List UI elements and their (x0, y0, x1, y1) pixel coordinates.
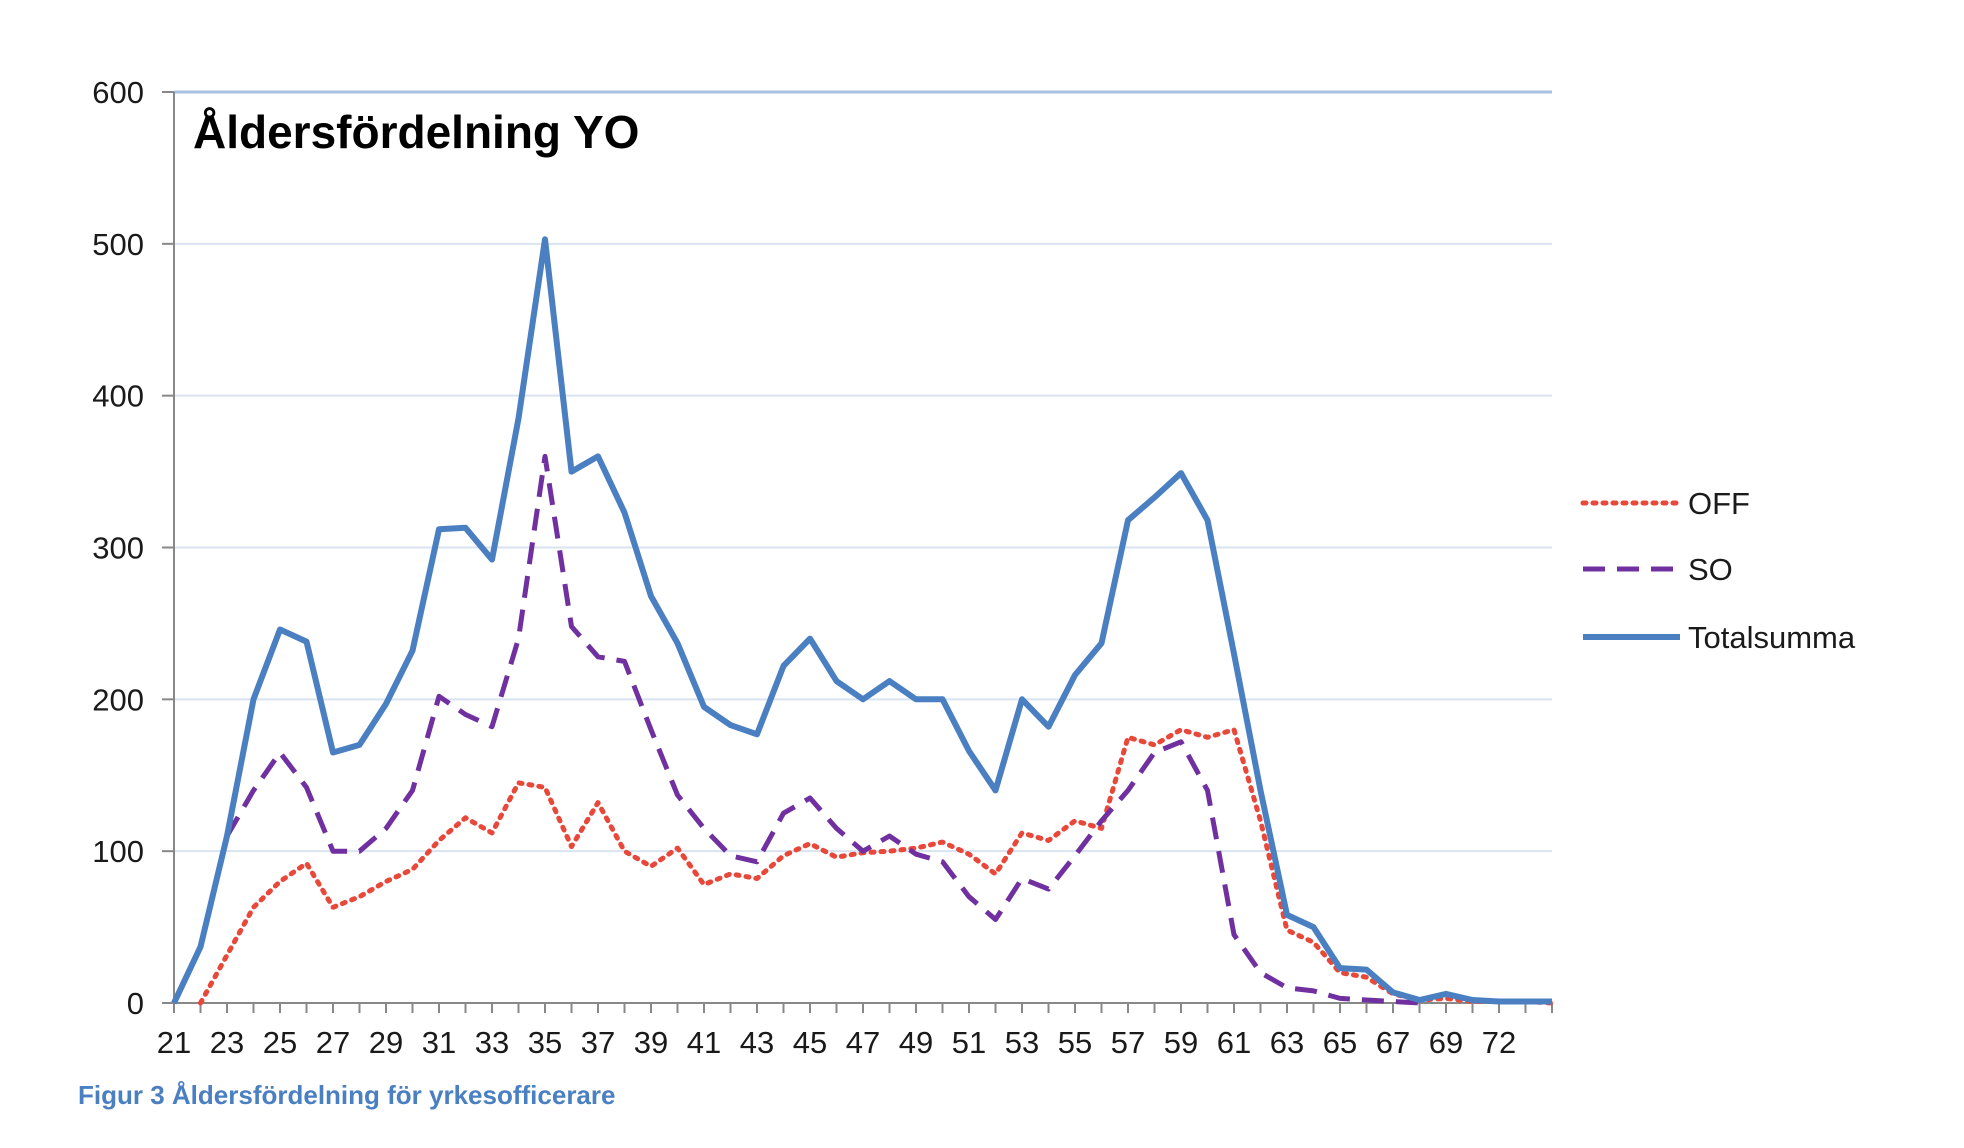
legend-label-so: SO (1688, 552, 1733, 587)
x-tick-label: 72 (1482, 1025, 1516, 1060)
x-tick-label: 49 (899, 1025, 933, 1060)
series-line-off (198, 727, 1555, 1006)
y-tick-label: 0 (127, 986, 144, 1021)
x-tick-label: 29 (369, 1025, 403, 1060)
legend-label-totalsumma: Totalsumma (1688, 620, 1856, 655)
x-axis-ticks: 21 23 25 27 29 31 33 35 37 39 41 43 45 47 49 51 53 55 57 59… (157, 1003, 1553, 1060)
x-tick-label: 21 (157, 1025, 191, 1060)
x-tick-label: 47 (846, 1025, 880, 1060)
x-tick-label: 33 (475, 1025, 509, 1060)
y-tick-label: 400 (92, 379, 144, 414)
x-tick-label: 37 (581, 1025, 615, 1060)
x-tick-label: 65 (1323, 1025, 1357, 1060)
y-tick-label: 300 (92, 531, 144, 566)
x-tick-label: 59 (1164, 1025, 1198, 1060)
x-tick-label: 57 (1111, 1025, 1145, 1060)
x-tick-label: 31 (422, 1025, 456, 1060)
x-tick-label: 51 (952, 1025, 986, 1060)
x-tick-label: 53 (1005, 1025, 1039, 1060)
y-tick-label: 100 (92, 834, 144, 869)
x-tick-label: 41 (687, 1025, 721, 1060)
x-tick-label: 27 (316, 1025, 350, 1060)
x-tick-label: 23 (210, 1025, 244, 1060)
x-tick-label: 39 (634, 1025, 668, 1060)
x-tick-label: 67 (1376, 1025, 1410, 1060)
legend: OFF SO Totalsumma (1580, 486, 1856, 655)
legend-label-off: OFF (1688, 486, 1750, 521)
x-tick-label: 63 (1270, 1025, 1304, 1060)
x-tick-label: 55 (1058, 1025, 1092, 1060)
series-line-so (224, 453, 1420, 1006)
x-tick-label: 61 (1217, 1025, 1251, 1060)
y-tick-label: 600 (92, 75, 144, 110)
x-tick-label: 45 (793, 1025, 827, 1060)
series-lines (171, 236, 1555, 1006)
figure-caption: Figur 3 Åldersfördelning för yrkesoffice… (78, 1080, 616, 1110)
y-tick-label: 200 (92, 682, 144, 717)
gridlines (174, 90, 1552, 853)
y-axis-ticks: 0 100 200 300 400 500 600 (92, 75, 174, 1021)
x-tick-label: 43 (740, 1025, 774, 1060)
y-tick-label: 500 (92, 227, 144, 262)
x-tick-label: 35 (528, 1025, 562, 1060)
chart-title: Åldersfördelning YO (193, 106, 639, 158)
x-tick-label: 25 (263, 1025, 297, 1060)
x-tick-label: 69 (1429, 1025, 1463, 1060)
series-line-totalsumma (171, 236, 1552, 1005)
